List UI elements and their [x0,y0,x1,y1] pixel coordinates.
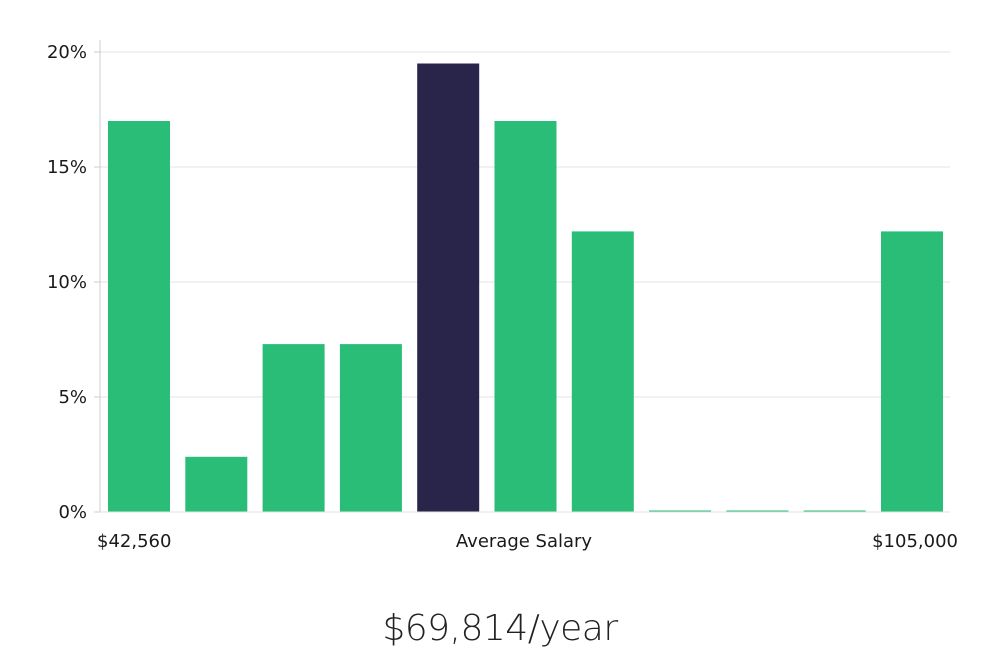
bar [108,121,170,512]
bar [262,344,325,512]
bar [803,510,866,512]
y-tick-labels: 0% 5% 10% 15% 20% [47,42,87,523]
bar-average-salary [417,63,480,512]
bar [339,344,402,512]
axes [99,40,950,513]
y-tick-label: 5% [58,387,87,408]
x-label-average-salary: Average Salary [456,531,593,552]
y-tick-label: 20% [47,42,87,63]
average-salary-value: $69,814/year [382,608,618,649]
bar [185,456,248,512]
y-tick-label: 0% [58,502,87,523]
y-tick-label: 15% [47,157,87,178]
bar [494,121,557,512]
x-label-min-salary: $42,560 [97,531,171,552]
bar [649,510,712,512]
x-label-max-salary: $105,000 [872,531,958,552]
bar [726,510,789,512]
bar [881,231,943,512]
bar [571,231,634,512]
bars [108,63,943,512]
y-tick-label: 10% [47,272,87,293]
